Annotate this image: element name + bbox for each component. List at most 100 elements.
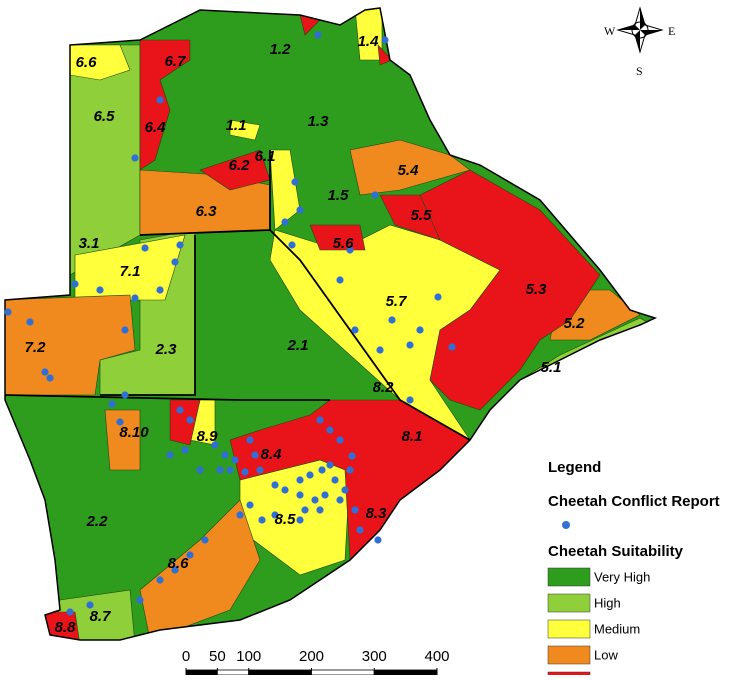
conflict-report <box>156 576 164 584</box>
zone <box>309 224 366 251</box>
region-label: 6.1 <box>255 148 276 165</box>
conflict-report <box>336 276 344 284</box>
conflict-report <box>221 451 229 459</box>
conflict-report <box>131 154 139 162</box>
conflict-report <box>326 461 334 469</box>
zone <box>377 44 393 66</box>
conflict-report <box>374 536 382 544</box>
zone <box>229 119 261 141</box>
legend-label: Low <box>594 647 618 662</box>
conflict-symbol <box>562 521 570 529</box>
conflict-report <box>316 506 324 514</box>
conflict-report <box>296 206 304 214</box>
compass: W E S <box>604 6 675 78</box>
country-outline <box>4 7 658 641</box>
scale-tick-label: 100 <box>236 648 261 665</box>
region-label: 8.2 <box>373 379 395 396</box>
region-label: 1.3 <box>308 113 330 130</box>
region-label: 5.3 <box>526 281 548 298</box>
region-label: 8.6 <box>168 555 190 572</box>
scale-bar: 0 50 100 200 300 400 <box>182 648 450 676</box>
conflict-report <box>271 481 279 489</box>
conflict-report <box>314 31 322 39</box>
region-label: 6.5 <box>94 108 116 125</box>
conflict-report <box>41 368 49 376</box>
conflict-report <box>156 96 164 104</box>
conflict-report <box>296 491 304 499</box>
scale-tick-label: 0 <box>182 648 190 665</box>
region-label: 5.1 <box>541 359 562 376</box>
region-label: 8.4 <box>261 446 283 463</box>
scale-segment <box>373 669 438 676</box>
scale-tick-label: 300 <box>362 648 387 665</box>
conflict-report <box>356 526 364 534</box>
conflict-report <box>131 294 139 302</box>
compass-south: S <box>636 64 643 78</box>
region-label: 1.5 <box>328 187 350 204</box>
zone <box>5 294 136 396</box>
scale-tick-label: 200 <box>299 648 324 665</box>
conflict-report <box>381 36 389 44</box>
conflict-report <box>296 516 304 524</box>
region-label: 8.7 <box>90 608 112 625</box>
conflict-report <box>156 286 164 294</box>
conflict-report <box>351 506 359 514</box>
conflict-report <box>176 406 184 414</box>
region-label: 6.3 <box>196 203 218 220</box>
conflict-report <box>351 326 359 334</box>
conflict-report <box>121 326 129 334</box>
region-label: 8.9 <box>197 428 219 445</box>
conflict-report <box>301 506 309 514</box>
region-label: 1.2 <box>270 41 292 58</box>
conflict-report <box>371 191 379 199</box>
zone <box>139 39 191 171</box>
conflict-report <box>171 566 179 574</box>
conflict-report <box>226 466 234 474</box>
conflict-report <box>256 466 264 474</box>
region-label: 5.5 <box>411 207 433 224</box>
conflict-report <box>216 466 224 474</box>
conflict-report <box>311 496 319 504</box>
legend: Legend Cheetah Conflict Report Cheetah S… <box>547 459 720 680</box>
region-label: 6.2 <box>229 157 251 174</box>
region-label: 5.7 <box>386 293 408 310</box>
conflict-report <box>86 601 94 609</box>
conflict-report <box>331 476 339 484</box>
conflict-report <box>171 258 179 266</box>
legend-swatch <box>547 619 591 639</box>
conflict-report <box>336 436 344 444</box>
conflict-report <box>376 346 384 354</box>
compass-west: W <box>604 24 616 38</box>
scale-tick-label: 400 <box>424 648 449 665</box>
region-label: 2.1 <box>287 337 309 354</box>
legend-swatch <box>547 593 591 613</box>
region-label: 1.4 <box>358 33 380 50</box>
conflict-report <box>196 466 204 474</box>
scale-segment <box>185 669 218 676</box>
conflict-report <box>108 400 116 408</box>
scale-segment <box>311 669 375 676</box>
conflict-report <box>186 416 194 424</box>
zone <box>104 409 141 471</box>
region-label: 5.4 <box>398 162 420 179</box>
region-label: 7.1 <box>120 263 141 280</box>
scale-tick-label: 50 <box>209 648 226 665</box>
conflict-report <box>348 452 356 460</box>
conflict-report <box>201 536 209 544</box>
legend-title: Legend <box>548 459 601 476</box>
conflict-report <box>176 241 184 249</box>
district-borders <box>4 150 471 441</box>
region-label: 8.3 <box>366 505 388 522</box>
region-label: 8.5 <box>275 511 297 528</box>
suitability-title: Cheetah Suitability <box>548 543 684 560</box>
region-label: 8.1 <box>402 428 423 445</box>
region-label: 8.8 <box>55 619 77 636</box>
conflict-report <box>306 471 314 479</box>
region-label: 6.6 <box>76 54 98 71</box>
legend-label: Medium <box>594 621 640 636</box>
conflict-report <box>246 436 254 444</box>
conflict-report <box>241 468 249 476</box>
conflict-report <box>71 280 79 288</box>
scale-segment <box>248 669 312 676</box>
